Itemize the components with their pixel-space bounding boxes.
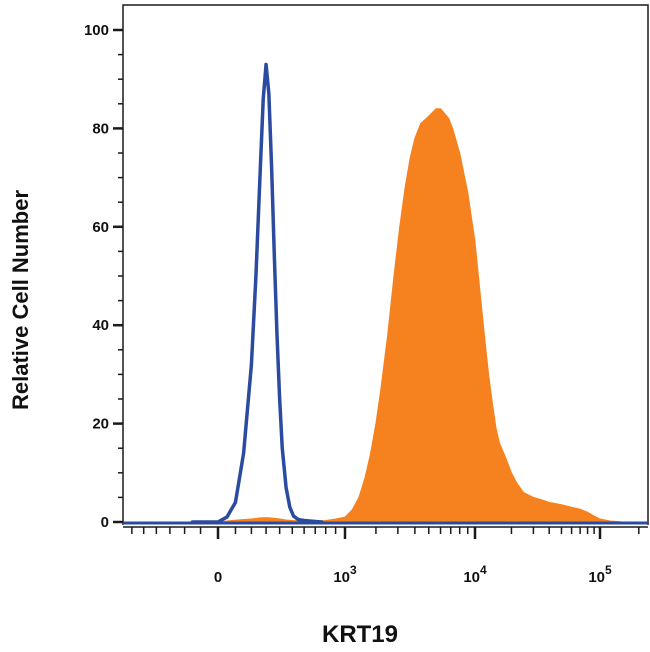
x-tick-exponent: 5 bbox=[605, 563, 612, 577]
series-1-outline-histogram bbox=[190, 62, 324, 524]
x-tick-label-10^4: 104 bbox=[463, 563, 487, 586]
y-tick-label-0: 0 bbox=[101, 514, 109, 531]
y-axis-title: Relative Cell Number bbox=[8, 190, 33, 411]
x-tick-label-10^5: 105 bbox=[588, 563, 612, 586]
y-tick-label-20: 20 bbox=[92, 416, 109, 433]
x-tick-label-10^3: 103 bbox=[333, 563, 357, 586]
x-tick-label-0: 0 bbox=[214, 569, 222, 586]
plot-frame bbox=[122, 4, 649, 525]
x-axis-title: KRT19 bbox=[322, 621, 398, 648]
x-tick-exponent: 3 bbox=[350, 563, 357, 577]
y-tick-label-60: 60 bbox=[92, 219, 109, 236]
y-tick-label-80: 80 bbox=[92, 120, 109, 137]
x-tick-exponent: 4 bbox=[480, 563, 487, 577]
y-tick-label-100: 100 bbox=[84, 22, 109, 39]
series-0-filled-histogram bbox=[217, 108, 623, 523]
y-tick-label-40: 40 bbox=[92, 317, 109, 334]
